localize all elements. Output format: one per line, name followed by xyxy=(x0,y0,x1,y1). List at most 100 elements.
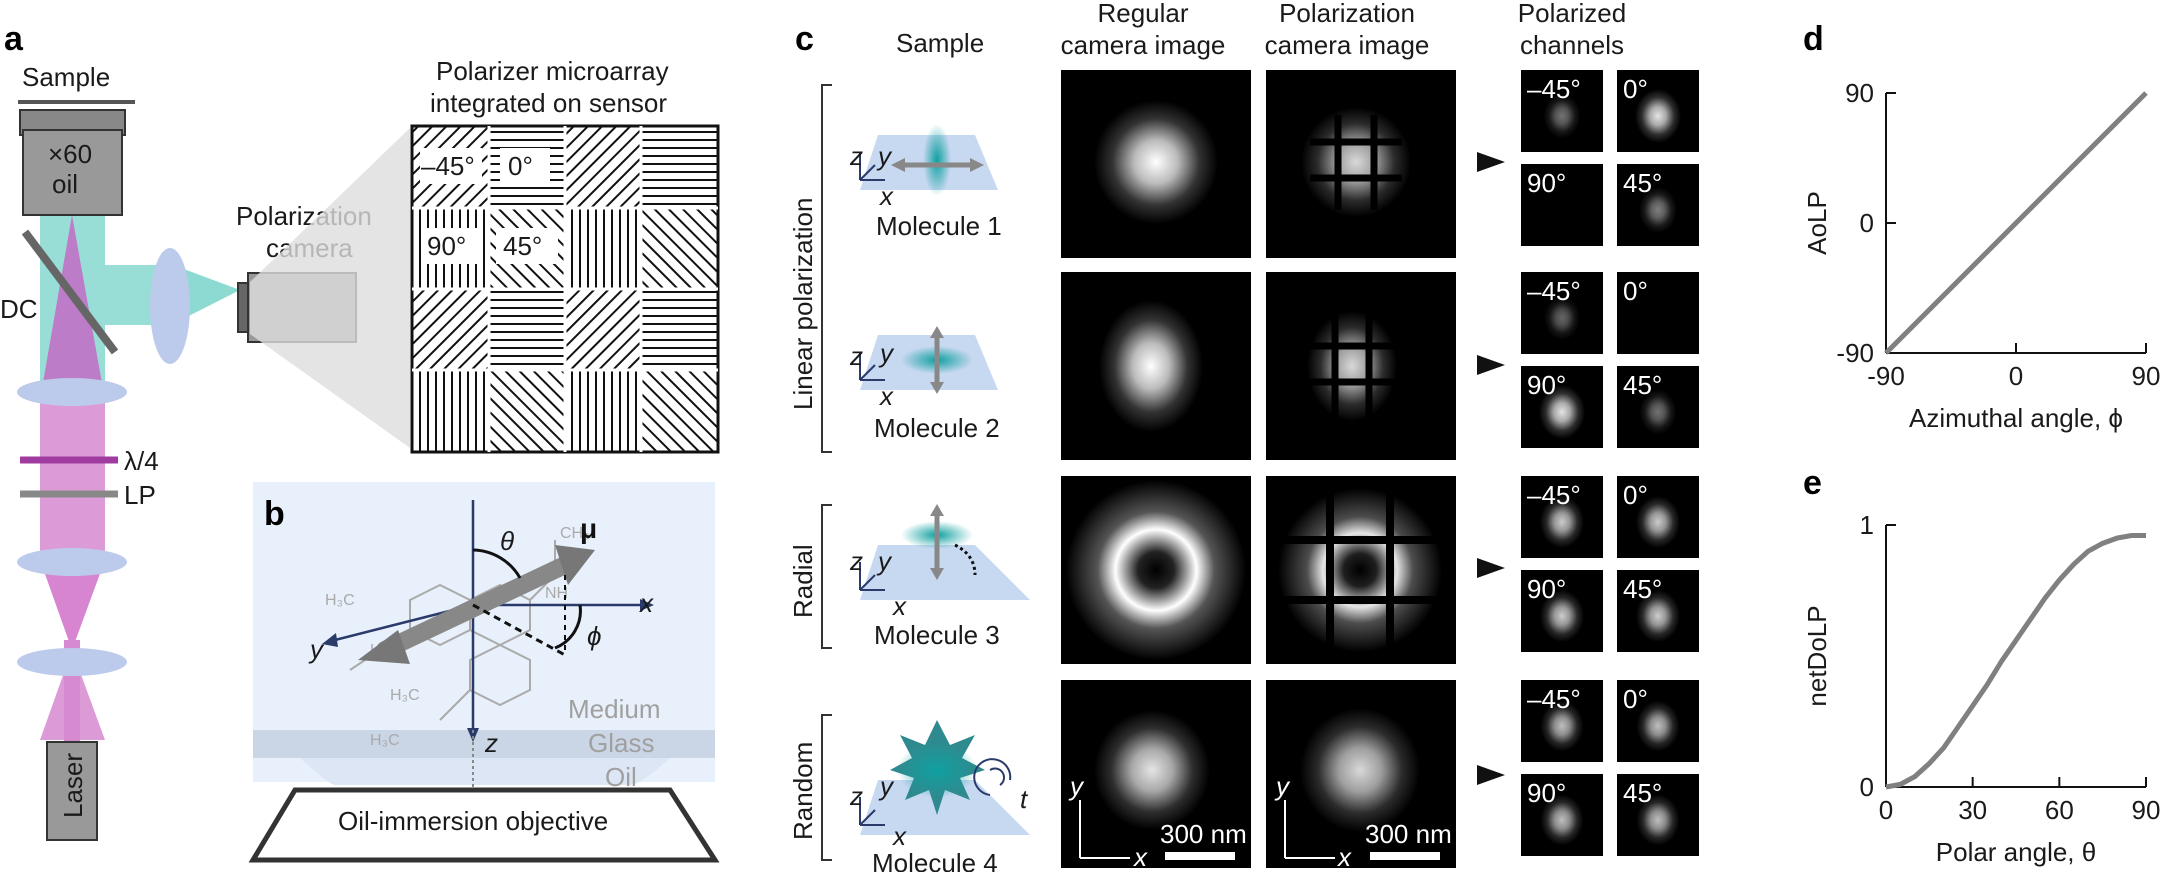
x-axis-arrow xyxy=(640,599,654,611)
channel-spot xyxy=(1543,93,1581,139)
panel-a: a Sample ×60 oil DC λ/4 LP Laser Polar xyxy=(0,20,720,841)
channel-spot xyxy=(1636,496,1680,548)
panel-a-letter: a xyxy=(4,20,24,58)
oil-immersion-objective xyxy=(248,787,720,863)
array-title-1: Polarizer microarray xyxy=(436,56,669,86)
sample-molecule-1: z yx xyxy=(849,124,998,211)
arrow-row-3 xyxy=(1477,558,1505,578)
x-axis-label: Azimuthal angle, ϕ xyxy=(1909,403,2123,433)
dichroic-mirror xyxy=(21,229,119,355)
x-tick-label: 90 xyxy=(2132,795,2161,825)
channel-spot xyxy=(1540,496,1584,548)
excitation-cone-mid xyxy=(40,560,105,650)
sample-molecule-4: t z yx xyxy=(849,720,1030,851)
bracket-linear xyxy=(821,84,832,453)
channel-label: 0° xyxy=(1623,276,1648,306)
channel-label: 45° xyxy=(1623,370,1662,400)
y-axis-label: AoLP xyxy=(1802,191,1832,255)
bracket-radial xyxy=(821,504,832,649)
x-tick-label: 0 xyxy=(2009,361,2023,391)
panel-d: d -90 0 90 -90 0 90 Azimuthal angle, ϕ AoLP xyxy=(1802,20,2160,433)
ch3-label-4: CH₃ xyxy=(560,525,590,542)
dc-label: DC xyxy=(0,294,38,324)
image-axis-y-1: y xyxy=(1068,771,1085,801)
channel-label: 0° xyxy=(1623,74,1648,104)
y-tick-label: 1 xyxy=(1860,510,1874,540)
y-tick-label: 90 xyxy=(1845,78,1874,108)
excitation-cone-top xyxy=(40,215,105,400)
arrow-row-4 xyxy=(1477,765,1505,785)
header-channels-2: channels xyxy=(1520,30,1624,60)
quarter-wave-label: λ/4 xyxy=(124,446,159,476)
objective-label: Oil-immersion objective xyxy=(338,806,608,836)
image-axis-y-2: y xyxy=(1274,771,1291,801)
phi-arc xyxy=(554,604,582,650)
t-label: t xyxy=(1020,784,1029,814)
x-axis-label: Polar angle, θ xyxy=(1936,837,2096,867)
x-tick-label: 30 xyxy=(1958,795,1987,825)
panel-c: c Sample Regular camera image Polarizati… xyxy=(788,0,1699,872)
molecule-3-label: Molecule 3 xyxy=(874,620,1000,650)
layer-oil: Oil xyxy=(605,762,637,792)
bracket-random xyxy=(821,714,832,861)
polarized-channel-grid: –45° 0° 90° 45° –45° 0° 90° 45° –45° 0° 90° 45° –45°… xyxy=(1521,70,1699,856)
channel-spot xyxy=(1540,794,1584,846)
lens-1 xyxy=(17,378,127,406)
phi-label: ϕ xyxy=(587,621,601,651)
lp-label: LP xyxy=(124,480,156,510)
svg-text:x: x xyxy=(878,181,894,211)
svg-text:z: z xyxy=(849,546,863,576)
theta-label: θ xyxy=(500,526,514,556)
scale-bar-1 xyxy=(1165,852,1235,860)
scale-bar-2 xyxy=(1370,852,1440,860)
y-axis-label: netDoLP xyxy=(1802,605,1832,706)
image-axes xyxy=(1079,800,1335,859)
svg-text:y: y xyxy=(878,338,895,368)
panel-e: e 0 1 0 30 60 90 Polar angle, θ netDoLP xyxy=(1802,464,2160,867)
molecule-1-label: Molecule 1 xyxy=(876,211,1002,241)
x-label: x xyxy=(638,588,654,618)
channel-label: –45° xyxy=(1527,480,1581,510)
tube-lens xyxy=(150,248,190,364)
sample-molecule-2: z yx xyxy=(849,326,998,411)
group-random: Random xyxy=(788,742,818,840)
header-polarization-2: camera image xyxy=(1265,30,1430,60)
array-label-0: 0° xyxy=(508,151,533,181)
channel-tile xyxy=(1617,272,1699,354)
channel-label: 90° xyxy=(1527,574,1566,604)
array-label-45: 45° xyxy=(503,231,542,261)
ch3-label-3: H₃C xyxy=(370,732,400,749)
channel-spot xyxy=(1639,187,1677,233)
arrow-row-2 xyxy=(1477,355,1505,375)
polarizer-microarray: –45° 0° 90° 45° xyxy=(410,124,720,454)
channel-label: 90° xyxy=(1527,778,1566,808)
oil-layer xyxy=(300,758,670,785)
svg-text:x: x xyxy=(878,381,894,411)
scale-label-1: 300 nm xyxy=(1160,819,1247,849)
x-tick-label: 0 xyxy=(1879,795,1893,825)
sample-molecule-3: z yx xyxy=(849,504,1030,621)
panel-d-letter: d xyxy=(1803,20,1824,58)
camera-mount xyxy=(237,282,249,333)
nh-label: NH xyxy=(545,585,568,602)
svg-text:y: y xyxy=(878,771,895,801)
svg-text:x: x xyxy=(891,821,907,851)
array-title-2: integrated on sensor xyxy=(430,88,667,118)
image-axis-x-2: x xyxy=(1336,842,1352,872)
array-label-m45: –45° xyxy=(421,151,475,181)
channel-label: 90° xyxy=(1527,168,1566,198)
y-tick-label: 0 xyxy=(1860,208,1874,238)
channel-spot xyxy=(1540,590,1584,642)
projection-line xyxy=(472,603,566,657)
channel-spot xyxy=(1639,389,1677,435)
panel-b-letter: b xyxy=(264,495,285,533)
image-axis-x-1: x xyxy=(1132,842,1148,872)
channel-label: –45° xyxy=(1527,74,1581,104)
sample-label: Sample xyxy=(22,62,110,92)
channel-label: 90° xyxy=(1527,370,1566,400)
channel-spot xyxy=(1636,590,1680,642)
regular-spot-2 xyxy=(1099,300,1203,432)
regular-ring-3 xyxy=(1066,480,1246,660)
ch3-label-1: H₃C xyxy=(325,592,355,609)
zoom-projection xyxy=(250,128,410,448)
